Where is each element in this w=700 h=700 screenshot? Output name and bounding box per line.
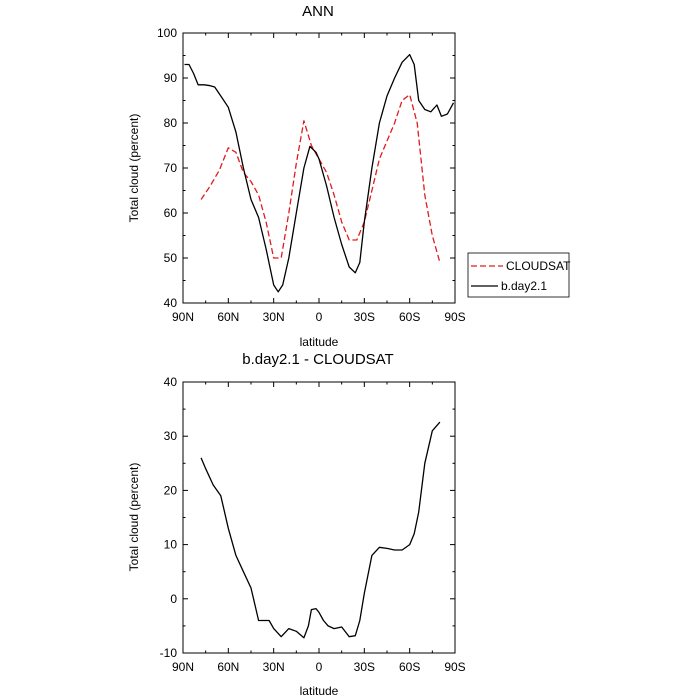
x-axis-label: latitude <box>300 684 339 698</box>
y-tick-label: 40 <box>164 296 178 310</box>
y-tick-label: 10 <box>164 538 178 552</box>
x-axis-label: latitude <box>300 335 339 349</box>
series-lines <box>200 421 441 639</box>
legend: CLOUDSAT b.day2.1 <box>467 252 571 298</box>
plot-frame <box>182 32 456 304</box>
x-tick-label: 90N <box>172 660 194 674</box>
x-tick-label: 90N <box>172 310 194 324</box>
y-tick-label: 70 <box>164 161 178 175</box>
y-tick-label: 80 <box>164 116 178 130</box>
x-tick-label: 60S <box>399 660 420 674</box>
y-tick-label: 50 <box>164 251 178 265</box>
panel-difference: b.day2.1 - CLOUDSAT 90N 60N 30N 0 30S 60S 90S -… <box>127 351 466 698</box>
y-axis-label: Total cloud (percent) <box>127 114 141 223</box>
y-tick-label: 30 <box>164 429 178 443</box>
legend-box <box>467 252 570 298</box>
axis-ticks <box>182 381 456 654</box>
y-tick-label: 90 <box>164 71 178 85</box>
x-tick-label: 60N <box>217 310 239 324</box>
y-tick-label: -10 <box>160 646 178 660</box>
panel-ann: ANN 90N 60N 30N 0 30S 60S 90S 40 50 60 70 80 90 100 l… <box>127 3 466 349</box>
legend-label-cloudsat: CLOUDSAT <box>506 259 571 273</box>
axis-ticks <box>182 32 456 304</box>
x-tick-label: 30N <box>263 310 285 324</box>
x-tick-label: 30S <box>354 660 375 674</box>
y-tick-label: 20 <box>164 483 178 497</box>
x-tick-label: 0 <box>316 660 323 674</box>
x-tick-label: 30S <box>354 310 375 324</box>
x-tick-label: 30N <box>263 660 285 674</box>
series-line-cloudsat <box>200 94 441 263</box>
chart-title: b.day2.1 - CLOUDSAT <box>242 351 393 368</box>
y-axis-label: Total cloud (percent) <box>127 463 141 572</box>
series-line-b-day2-1-cloudsat <box>200 421 441 639</box>
series-line-b-day2-1 <box>184 53 455 293</box>
x-tick-label: 0 <box>316 310 323 324</box>
x-tick-label: 90S <box>444 660 465 674</box>
x-tick-label: 90S <box>444 310 465 324</box>
series-lines <box>184 53 455 293</box>
y-tick-label: 60 <box>164 206 178 220</box>
chart-title: ANN <box>302 3 334 20</box>
tick-labels: 90N 60N 30N 0 30S 60S 90S 40 50 60 70 80 90 100 <box>157 26 466 324</box>
y-tick-label: 100 <box>157 26 177 40</box>
tick-labels: 90N 60N 30N 0 30S 60S 90S -10 0 10 20 30 40 <box>160 375 466 674</box>
x-tick-label: 60N <box>217 660 239 674</box>
x-tick-label: 60S <box>399 310 420 324</box>
y-tick-label: 0 <box>170 592 177 606</box>
legend-label-bday21: b.day2.1 <box>501 279 547 293</box>
y-tick-label: 40 <box>164 375 178 389</box>
